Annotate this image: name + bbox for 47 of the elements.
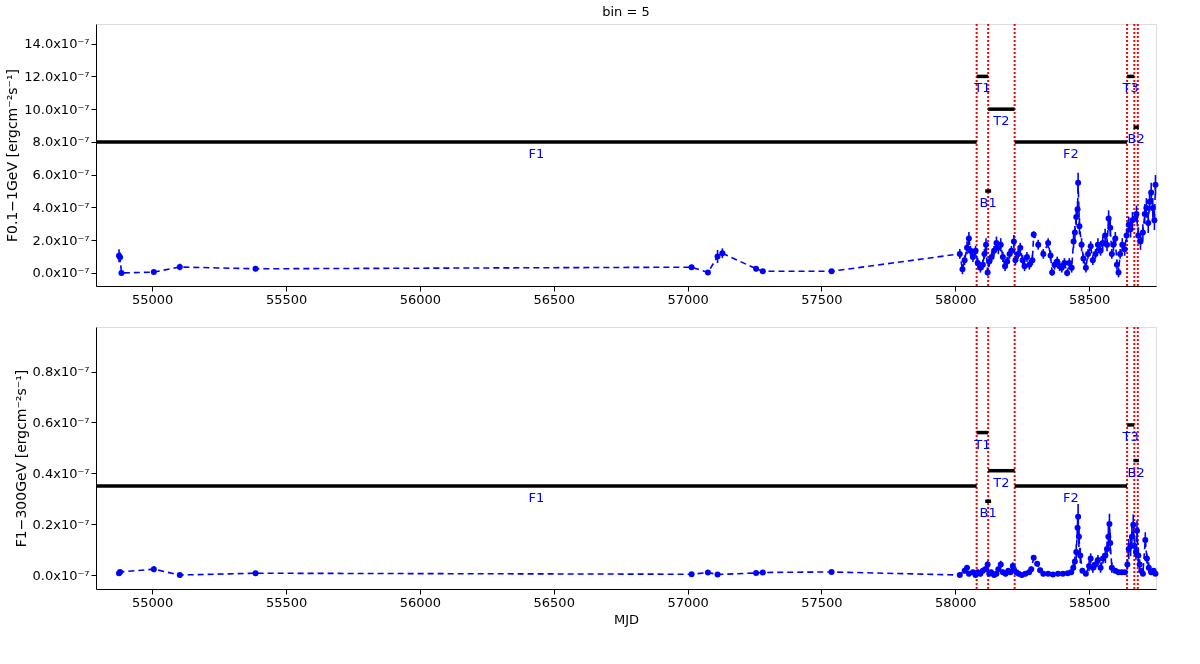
y-tick-label: 0.2x10⁻⁷ <box>32 516 90 532</box>
y-tick-label: 14.0x10⁻⁷ <box>24 36 90 52</box>
series-label: B1 <box>979 195 997 211</box>
x-tick-label: 58500 <box>1068 594 1111 610</box>
x-tick-label: 57500 <box>801 594 843 610</box>
series-label: T2 <box>992 474 1010 490</box>
series-label: T3 <box>1121 80 1139 96</box>
series-label: B2 <box>1127 131 1145 147</box>
chart-title: bin = 5 <box>602 4 650 19</box>
y-tick-label: 0.0x10⁻⁷ <box>32 567 90 583</box>
x-tick-label: 56500 <box>533 594 575 610</box>
y-tick-label: 12.0x10⁻⁷ <box>24 68 90 84</box>
series-label: F1 <box>528 145 545 161</box>
y-tick-label: 0.8x10⁻⁷ <box>32 364 90 380</box>
x-tick-label: 58000 <box>935 594 977 610</box>
series-label: F1 <box>528 489 545 505</box>
y-axis-title: F1−300GeV [ergcm⁻²s⁻¹] <box>12 369 29 548</box>
series-label: T3 <box>1121 428 1139 444</box>
x-tick-label: 56000 <box>399 291 442 307</box>
x-tick-label: 56000 <box>399 594 442 610</box>
y-tick-label: 0.4x10⁻⁷ <box>32 465 90 481</box>
series-label: F2 <box>1063 145 1079 161</box>
series-label: T2 <box>992 113 1010 129</box>
series-label: B1 <box>979 505 997 521</box>
x-axis-title: MJD <box>613 611 640 627</box>
x-tick-label: 55500 <box>265 291 308 307</box>
y-tick-label: 0.6x10⁻⁷ <box>32 414 90 430</box>
series-label: B2 <box>1127 464 1145 480</box>
y-tick-label: 6.0x10⁻⁷ <box>32 167 90 183</box>
x-tick-label: 58500 <box>1068 291 1111 307</box>
x-tick-label: 57000 <box>667 291 709 307</box>
series-label: F2 <box>1063 489 1079 505</box>
x-tick-label: 55500 <box>265 594 308 610</box>
x-tick-label: 57500 <box>801 291 843 307</box>
series-label: T1 <box>973 436 991 452</box>
y-tick-label: 8.0x10⁻⁷ <box>32 134 90 150</box>
x-tick-label: 55000 <box>132 291 174 307</box>
y-axis-title: F0.1−1GeV [ergcm⁻²s⁻¹] <box>4 68 21 243</box>
x-tick-label: 57000 <box>667 594 709 610</box>
y-tick-label: 4.0x10⁻⁷ <box>32 199 90 215</box>
y-tick-label: 0.0x10⁻⁷ <box>32 265 90 281</box>
x-tick-label: 55000 <box>132 594 174 610</box>
x-tick-label: 56500 <box>533 291 575 307</box>
series-label: T1 <box>973 80 991 96</box>
y-tick-label: 10.0x10⁻⁷ <box>24 101 90 117</box>
x-tick-label: 58000 <box>935 291 977 307</box>
y-tick-label: 2.0x10⁻⁷ <box>32 232 90 248</box>
